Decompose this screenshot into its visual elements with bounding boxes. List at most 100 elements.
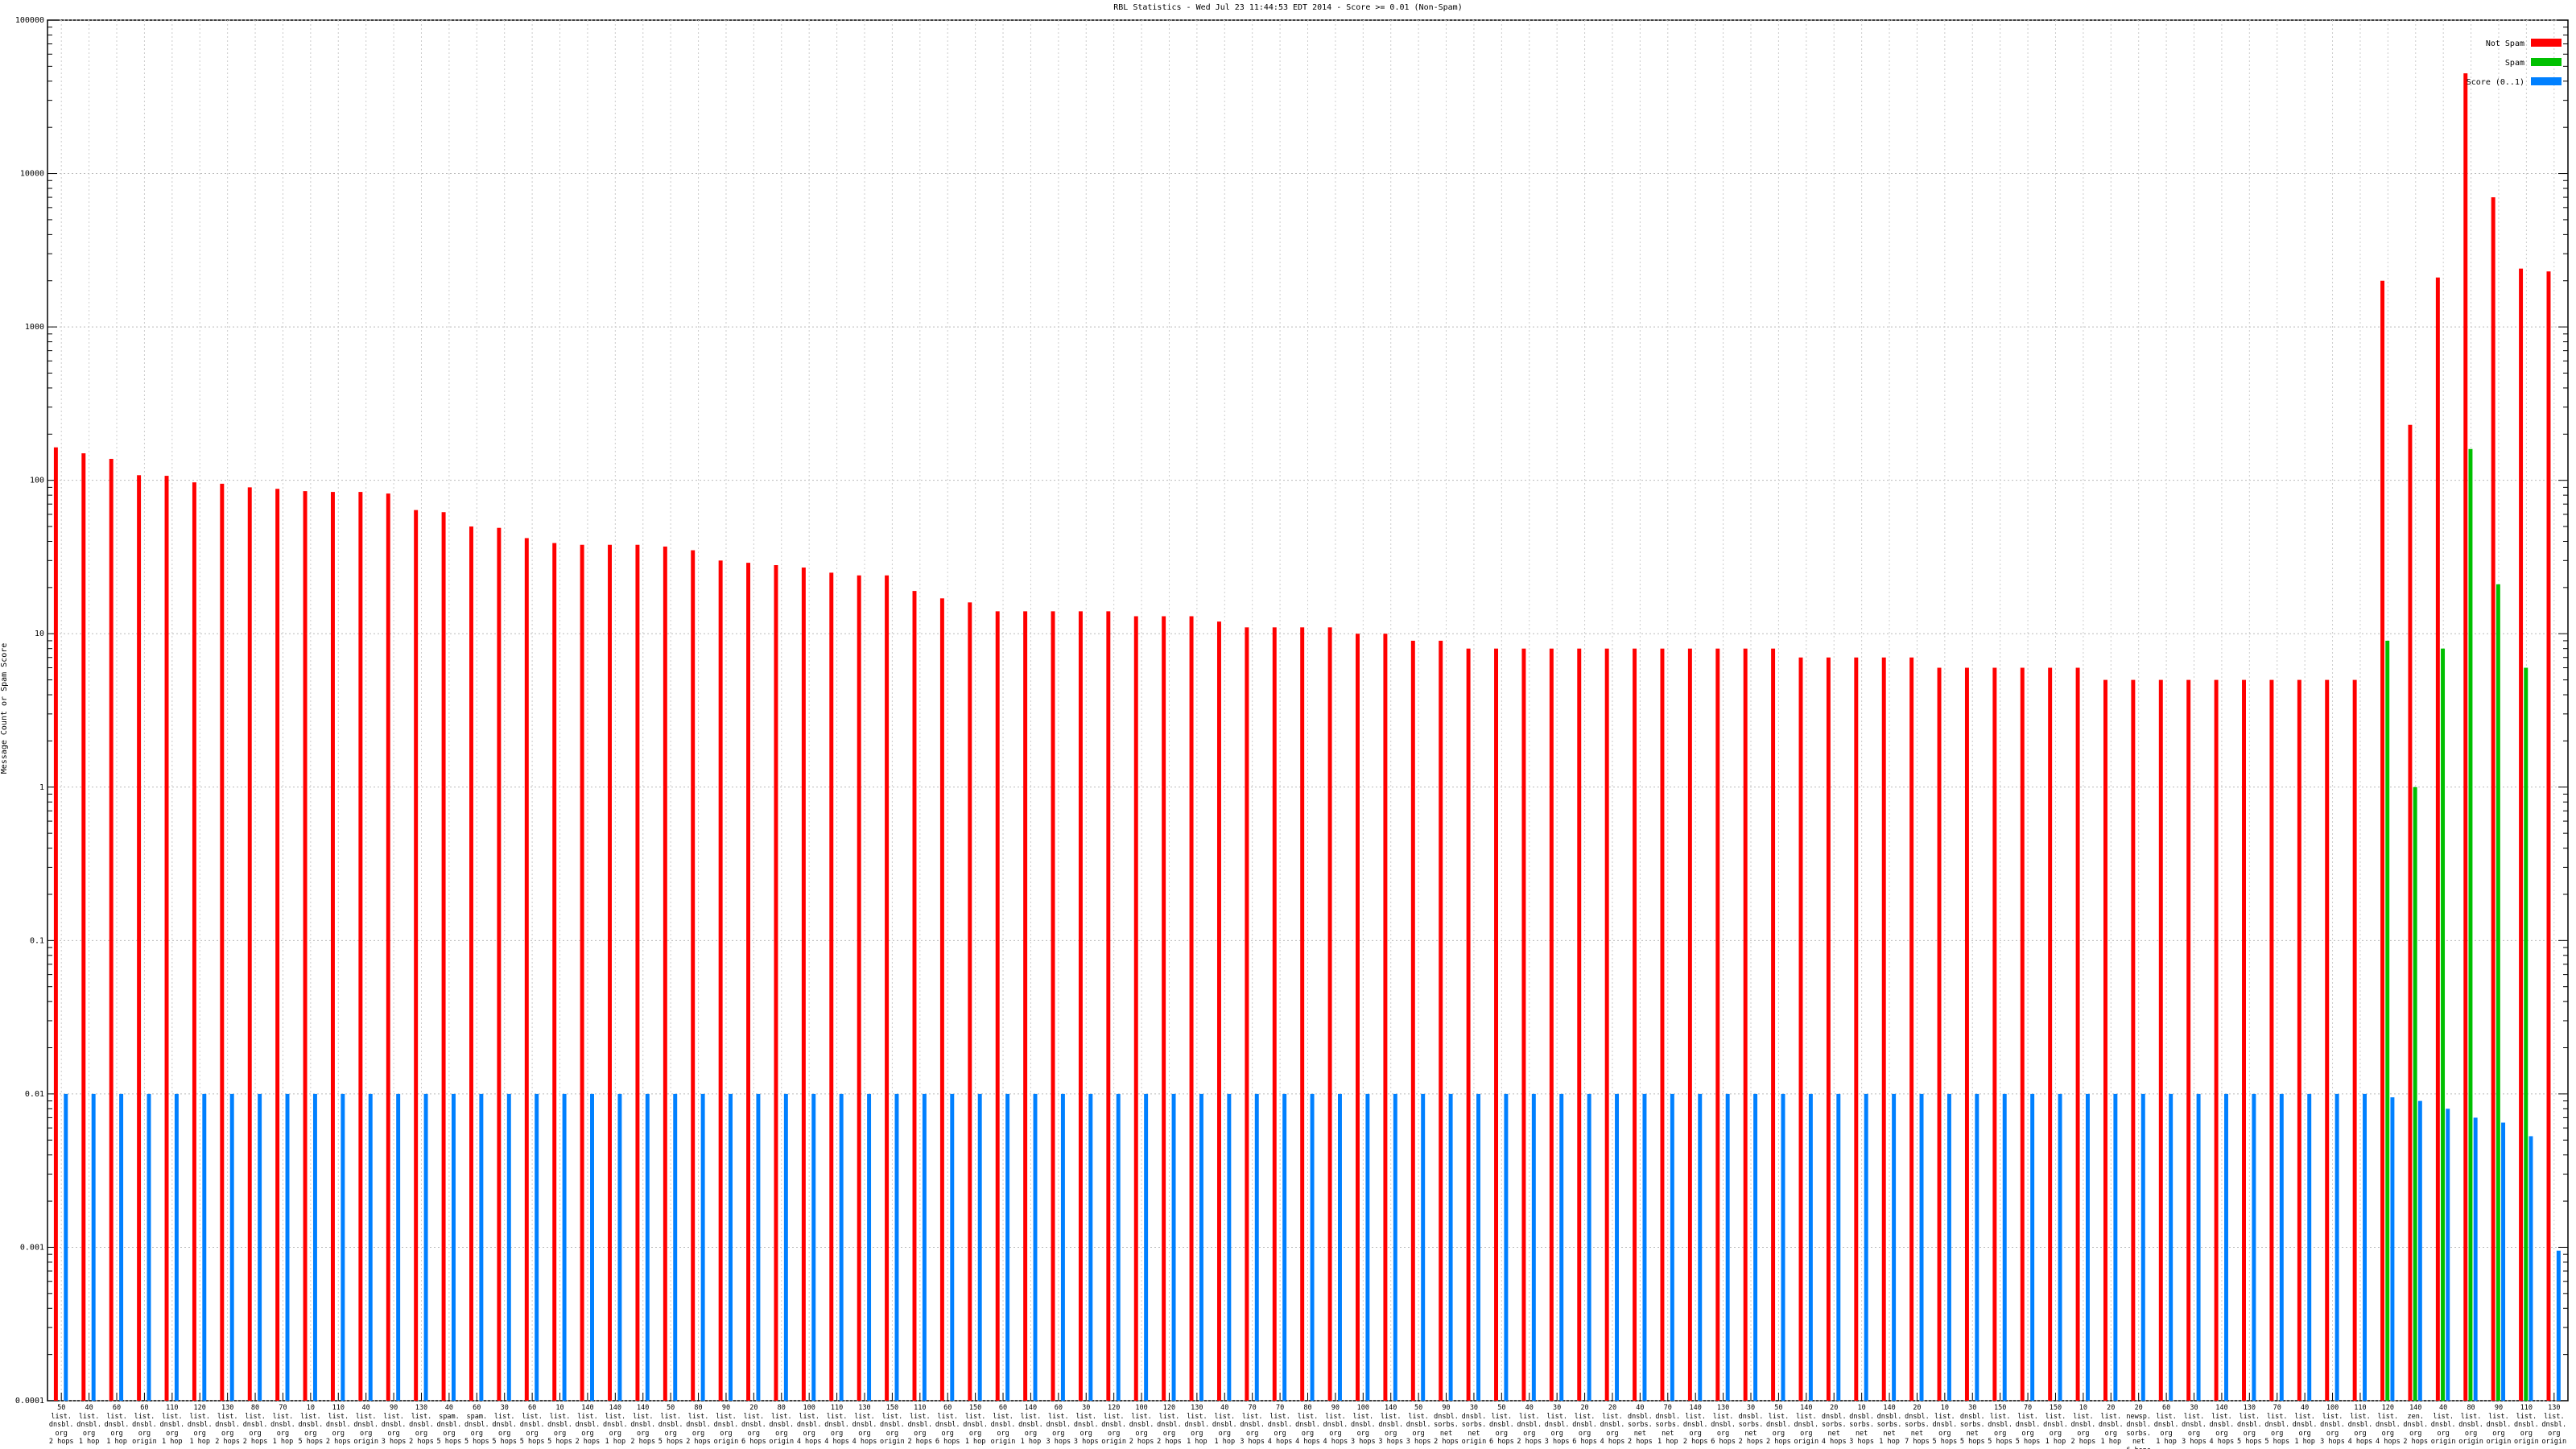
bar: [1604, 648, 1609, 1401]
bar: [1439, 640, 1443, 1401]
bar: [220, 483, 225, 1401]
bar: [109, 459, 114, 1401]
x-tick-label: 140 list. dnsbl. org 2 hops: [1682, 1404, 1708, 1446]
bar: [1144, 1093, 1149, 1401]
x-tick-label: 140 list. dnsbl. org 1 hop: [602, 1404, 628, 1446]
x-tick-label: 110 list. dnsbl. org origin: [2514, 1404, 2539, 1446]
bar: [275, 489, 280, 1401]
bar: [1808, 1093, 1813, 1401]
y-axis-label: Message Count or Spam Score: [0, 643, 9, 774]
bar: [1060, 1093, 1065, 1401]
bar: [1005, 1093, 1010, 1401]
bar: [885, 575, 890, 1401]
bar: [2408, 424, 2413, 1401]
x-tick-label: 30 list. dnsbl. org 3 hops: [1544, 1404, 1570, 1446]
bar: [2390, 1097, 2395, 1401]
x-tick-label: 20 newsp. dnsbl. sorbs. net 6 hops: [2126, 1404, 2152, 1449]
bar: [451, 1093, 456, 1401]
x-tick-label: 30 dnsbl. sorbs. net 2 hops: [1738, 1404, 1764, 1446]
x-tick-label: 70 list. dnsbl. org 5 hops: [2015, 1404, 2041, 1446]
bar: [1549, 648, 1554, 1401]
bar: [1642, 1093, 1647, 1401]
x-tick-label: 110 list. dnsbl. org 2 hops: [325, 1404, 351, 1446]
bar: [1725, 1093, 1730, 1401]
bar: [2385, 640, 2390, 1401]
bar: [663, 546, 667, 1401]
bar: [506, 1093, 511, 1401]
bar: [202, 1093, 207, 1401]
bar: [1743, 648, 1748, 1401]
bar: [2169, 1093, 2174, 1401]
bar: [1670, 1093, 1674, 1401]
bar: [691, 550, 696, 1401]
bar: [857, 575, 861, 1401]
legend-label: Spam: [2505, 59, 2524, 68]
x-tick-label: 150 list. dnsbl. org 1 hop: [2043, 1404, 2068, 1446]
bar: [1946, 1093, 1951, 1401]
bar: [303, 491, 308, 1402]
x-tick-label: 20 list. dnsbl. org 4 hops: [1600, 1404, 1625, 1446]
bar: [1383, 634, 1388, 1401]
bar: [995, 611, 1000, 1401]
bar: [1199, 1093, 1203, 1401]
bar: [1300, 627, 1305, 1401]
bar: [867, 1093, 872, 1401]
bar: [2524, 667, 2529, 1401]
bar: [229, 1093, 234, 1401]
x-tick-label: 20 list. dnsbl. org 6 hops: [1572, 1404, 1597, 1446]
x-tick-label: 40 list. dnsbl. org 1 hop: [76, 1404, 101, 1446]
y-tick-label: 0.0001: [15, 1397, 44, 1406]
x-tick-label: 80 list. dnsbl. org 4 hops: [1295, 1404, 1320, 1446]
bar: [53, 447, 58, 1401]
bar: [939, 598, 944, 1401]
bar: [1975, 1093, 1979, 1401]
bar: [1282, 1093, 1287, 1401]
y-tick-label: 1: [39, 783, 44, 792]
x-tick-label: 90 list. dnsbl. org 3 hops: [381, 1404, 407, 1446]
x-tick-label: 60 list. dnsbl. org origin: [990, 1404, 1016, 1446]
x-tick-label: 70 dnsbl. sorbs. net 1 hop: [1655, 1404, 1681, 1446]
x-tick-label: 30 list. dnsbl. org 3 hops: [1073, 1404, 1099, 1446]
bar: [783, 1093, 788, 1401]
bar: [2380, 280, 2385, 1401]
bar: [1660, 648, 1665, 1401]
bar: [192, 482, 196, 1401]
bar: [839, 1093, 844, 1401]
x-tick-label: 60 spam. dnsbl. org 5 hops: [464, 1404, 489, 1446]
bar: [2334, 1093, 2339, 1401]
bar: [164, 476, 169, 1402]
bar: [552, 543, 557, 1401]
x-tick-label: 90 list. dnsbl. org origin: [2486, 1404, 2512, 1446]
x-tick-label: 110 list. dnsbl. org 1 hop: [159, 1404, 185, 1446]
bar: [1964, 667, 1969, 1401]
x-tick-label: 120 list. dnsbl. org origin: [1101, 1404, 1126, 1446]
x-tick-label: 60 list. dnsbl. org 3 hops: [1046, 1404, 1071, 1446]
bar: [441, 512, 446, 1402]
bar: [2075, 667, 2080, 1401]
bar: [535, 1093, 539, 1401]
bar: [1698, 1093, 1703, 1401]
bar: [1189, 616, 1194, 1401]
bar: [2020, 667, 2025, 1401]
bar: [2186, 679, 2191, 1401]
bar: [1753, 1093, 1758, 1401]
bar: [2279, 1093, 2284, 1401]
x-tick-label: 10 list. dnsbl. org 5 hops: [547, 1404, 572, 1446]
x-tick-label: 80 list. dnsbl. org 2 hops: [686, 1404, 711, 1446]
bar: [1393, 1093, 1397, 1401]
bar: [2002, 1093, 2007, 1401]
bar: [1521, 648, 1526, 1401]
bar: [2496, 584, 2500, 1401]
y-tick-label: 10000: [20, 170, 44, 179]
bar: [1587, 1093, 1591, 1401]
x-tick-label: 60 list. dnsbl. org origin: [132, 1404, 157, 1446]
x-tick-label: 90 dnsbl. sorbs. net 2 hops: [1434, 1404, 1459, 1446]
bar: [1715, 648, 1720, 1401]
bar: [368, 1093, 373, 1401]
bar: [2352, 679, 2357, 1401]
bar: [1531, 1093, 1536, 1401]
bar: [2491, 197, 2496, 1401]
bar: [1023, 611, 1028, 1401]
x-tick-label: 30 dnsbl. sorbs. net 5 hops: [1959, 1404, 1985, 1446]
